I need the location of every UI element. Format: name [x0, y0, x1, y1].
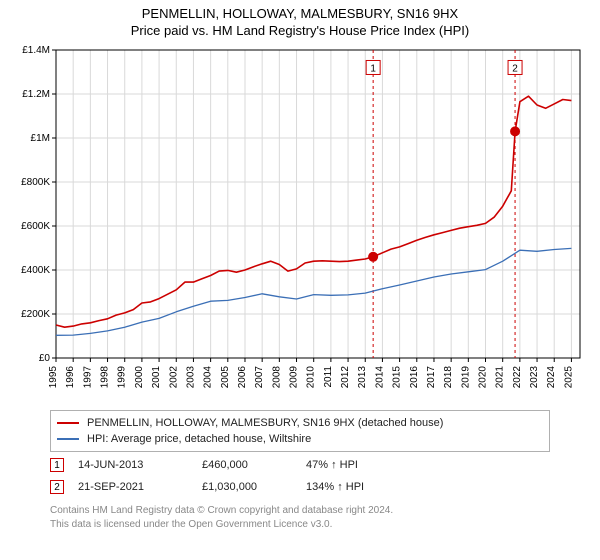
marker-badge: 2 — [50, 480, 64, 494]
footer: Contains HM Land Registry data © Crown c… — [50, 504, 570, 531]
svg-text:2023: 2023 — [529, 366, 540, 389]
legend-swatch — [57, 422, 79, 424]
marker-price: £1,030,000 — [202, 481, 292, 493]
svg-text:2017: 2017 — [426, 366, 437, 389]
legend-item: PENMELLIN, HOLLOWAY, MALMESBURY, SN16 9H… — [57, 415, 543, 431]
page-title: PENMELLIN, HOLLOWAY, MALMESBURY, SN16 9H… — [0, 6, 600, 21]
marker-delta: 47% ↑ HPI — [306, 459, 406, 471]
svg-text:1: 1 — [370, 63, 376, 74]
svg-text:2019: 2019 — [460, 366, 471, 389]
legend: PENMELLIN, HOLLOWAY, MALMESBURY, SN16 9H… — [50, 410, 550, 452]
svg-text:2001: 2001 — [151, 366, 162, 389]
svg-text:£1M: £1M — [31, 133, 50, 144]
svg-text:£600K: £600K — [21, 221, 50, 232]
svg-text:£1.4M: £1.4M — [22, 45, 50, 56]
svg-text:2012: 2012 — [340, 366, 351, 389]
footer-line: Contains HM Land Registry data © Crown c… — [50, 504, 570, 518]
marker-price: £460,000 — [202, 459, 292, 471]
svg-text:2018: 2018 — [443, 366, 454, 389]
svg-text:2000: 2000 — [134, 366, 145, 389]
svg-text:£400K: £400K — [21, 265, 50, 276]
svg-text:2024: 2024 — [546, 366, 557, 389]
svg-text:2013: 2013 — [357, 366, 368, 389]
svg-text:2015: 2015 — [392, 366, 403, 389]
legend-label: PENMELLIN, HOLLOWAY, MALMESBURY, SN16 9H… — [87, 417, 443, 429]
svg-text:2016: 2016 — [409, 366, 420, 389]
svg-text:1997: 1997 — [82, 366, 93, 389]
svg-text:£200K: £200K — [21, 309, 50, 320]
marker-row: 2 21-SEP-2021 £1,030,000 134% ↑ HPI — [50, 476, 550, 498]
svg-text:1999: 1999 — [117, 366, 128, 389]
marker-delta: 134% ↑ HPI — [306, 481, 406, 493]
svg-text:£800K: £800K — [21, 177, 50, 188]
svg-text:2002: 2002 — [168, 366, 179, 389]
price-chart: £0 £200K £400K £600K £800K £1M £1.2M £1.4M 1995 1… — [10, 44, 590, 404]
svg-text:1998: 1998 — [100, 366, 111, 389]
legend-item: HPI: Average price, detached house, Wilt… — [57, 431, 543, 447]
svg-text:1995: 1995 — [48, 366, 59, 389]
svg-text:2006: 2006 — [237, 366, 248, 389]
svg-text:£1.2M: £1.2M — [22, 89, 50, 100]
svg-text:2009: 2009 — [289, 366, 300, 389]
page-subtitle: Price paid vs. HM Land Registry's House … — [0, 23, 600, 38]
svg-text:2022: 2022 — [512, 366, 523, 389]
svg-text:2005: 2005 — [220, 366, 231, 389]
svg-text:2021: 2021 — [495, 366, 506, 389]
marker-table: 1 14-JUN-2013 £460,000 47% ↑ HPI 2 21-SE… — [50, 454, 550, 498]
svg-text:2: 2 — [512, 63, 518, 74]
svg-text:2003: 2003 — [185, 366, 196, 389]
marker-row: 1 14-JUN-2013 £460,000 47% ↑ HPI — [50, 454, 550, 476]
svg-text:1996: 1996 — [65, 366, 76, 389]
svg-text:2010: 2010 — [306, 366, 317, 389]
marker-date: 21-SEP-2021 — [78, 481, 188, 493]
legend-swatch — [57, 438, 79, 440]
svg-text:2007: 2007 — [254, 366, 265, 389]
marker-date: 14-JUN-2013 — [78, 459, 188, 471]
footer-line: This data is licensed under the Open Gov… — [50, 518, 570, 532]
svg-text:2014: 2014 — [374, 366, 385, 389]
svg-text:2011: 2011 — [323, 366, 334, 388]
svg-text:£0: £0 — [39, 353, 51, 364]
marker-badge: 1 — [50, 458, 64, 472]
svg-text:2025: 2025 — [563, 366, 574, 389]
svg-text:2020: 2020 — [478, 366, 489, 389]
svg-text:2008: 2008 — [271, 366, 282, 389]
svg-text:2004: 2004 — [203, 366, 214, 389]
legend-label: HPI: Average price, detached house, Wilt… — [87, 433, 311, 445]
